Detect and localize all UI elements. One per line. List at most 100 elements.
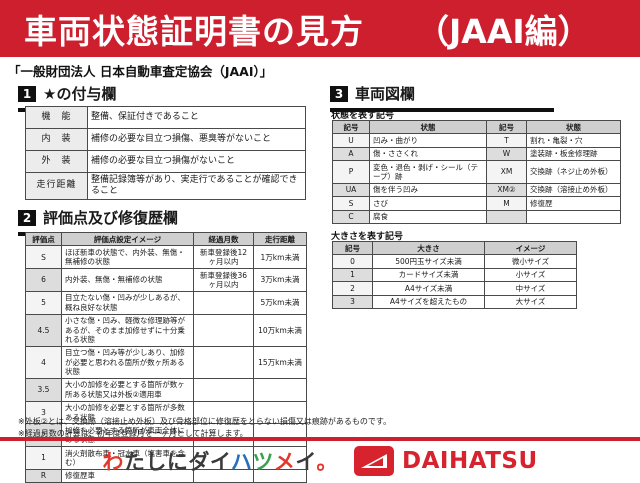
state-symbols-table: 記号 状態 記号 状態 U 凹み・曲がり T 割れ・亀裂・穴 A 傷・ささくれ … xyxy=(332,119,621,225)
size-cell: 500円玉サイズ未満 xyxy=(372,254,485,269)
months-cell: 新車登録後12ヶ月以内 xyxy=(193,245,254,270)
months-cell xyxy=(193,313,254,347)
symbol-cell: A xyxy=(332,146,370,162)
symbol-cell: XM② xyxy=(486,182,527,198)
symbol-cell: 2 xyxy=(332,281,373,296)
section1-title: ★の付与欄 xyxy=(43,85,117,103)
footnote-line: ※経過月数の計算は、初年度登録月を一ヶ月として計算します。 xyxy=(18,428,248,438)
page-title-edition: （JAAI編） xyxy=(416,11,591,51)
section3-number-badge: 3 xyxy=(330,85,348,102)
table-row: 機 能 整備、保証付きであること xyxy=(25,106,306,129)
page-title: 車両状態証明書の見方 xyxy=(24,11,364,51)
table-row: 内 装 補修の必要な目立つ損傷、悪臭等がないこと xyxy=(25,128,306,151)
evaluation-points-table: 評価点 評価点設定イメージ 経過月数 走行距離 S ほぼ新車の状態で、内外装、無… xyxy=(25,231,307,483)
desc-cell: 小さな傷・凹み、軽微な修理跡等があるが、そのまま加修せずに十分乗れる状態 xyxy=(61,313,194,347)
slogan-char: イ xyxy=(295,450,317,474)
desc-cell: 大小の加修を必要とする箇所が数ヶ所ある状態又は外板②適用車 xyxy=(61,377,194,402)
col-header: 経過月数 xyxy=(193,231,254,247)
col-header: 状態 xyxy=(526,119,621,135)
symbol-cell: UA xyxy=(332,182,370,198)
col-header: 記号 xyxy=(486,119,527,135)
slogan-char: メ xyxy=(273,450,296,474)
slogan-char: ハ xyxy=(230,450,253,474)
state-symbols-caption: 状態を表す記号 xyxy=(331,111,395,121)
table-row: 2 A4サイズ未満 中サイズ xyxy=(332,281,577,296)
symbol-cell: XM xyxy=(486,160,527,184)
score-cell: 1 xyxy=(25,446,62,470)
table-row: 走行距離 整備記録簿等があり、実走行であることが確認できること xyxy=(25,172,306,200)
slogan-char: わ xyxy=(102,450,124,474)
size-cell: カードサイズ未満 xyxy=(372,267,485,283)
table-row: 3 大小の加修を必要とする箇所が多数ある状態 xyxy=(25,400,307,425)
table-header-row: 記号 状態 記号 状態 xyxy=(332,119,621,135)
size-cell: A4サイズを超えたもの xyxy=(372,294,485,309)
slogan-char: イ xyxy=(209,450,231,474)
row-desc: 整備、保証付きであること xyxy=(87,106,306,129)
mileage-cell: 10万km未満 xyxy=(253,313,307,347)
image-cell: 大サイズ xyxy=(484,294,577,309)
section1-number-badge: 1 xyxy=(18,85,36,102)
slogan-char: し xyxy=(145,450,167,474)
table-row: S さび M 修復歴 xyxy=(332,196,621,211)
slogan-char: た xyxy=(123,450,146,474)
size-cell: A4サイズ未満 xyxy=(372,281,485,296)
size-symbols-table: 記号 大きさ イメージ 0 500円玉サイズ未満 微小サイズ 1 カードサイズ未… xyxy=(332,240,577,309)
state-cell: 腐食 xyxy=(369,209,487,225)
table-row: U 凹み・曲がり T 割れ・亀裂・穴 xyxy=(332,133,621,148)
row-label: 内 装 xyxy=(25,128,88,151)
daihatsu-slogan: わたしにダイハツメイ。 xyxy=(102,446,338,476)
col-header: 評価点 xyxy=(25,231,62,247)
slogan-char: ダ xyxy=(188,450,210,474)
table-row: 4.5 小さな傷・凹み、軽微な修理跡等があるが、そのまま加修せずに十分乗れる状態… xyxy=(25,313,307,347)
months-cell xyxy=(193,377,254,402)
table-row: 6 内外装、無傷・無補修の状態 新車登録後36ヶ月以内 3万km未満 xyxy=(25,268,307,292)
desc-cell: 内外装、無傷・無補修の状態 xyxy=(61,268,194,292)
score-cell: 3.5 xyxy=(25,377,62,402)
symbol-cell: S xyxy=(332,196,370,211)
symbol-cell: T xyxy=(486,133,527,148)
image-cell: 微小サイズ xyxy=(484,254,577,269)
table-row: P 変色・退色・剥げ・シール（テープ）跡 XM 交換跡（ネジ止め外板） xyxy=(332,160,621,184)
mileage-cell: 5万km未満 xyxy=(253,290,307,315)
col-header: 記号 xyxy=(332,240,373,256)
score-cell: 4 xyxy=(25,345,62,379)
row-label: 外 装 xyxy=(25,150,88,173)
footer: わたしにダイハツメイ。 DAIHATSU xyxy=(0,443,640,479)
row-label: 機 能 xyxy=(25,106,88,129)
col-header: 大きさ xyxy=(372,240,485,256)
section3-title: 車両図欄 xyxy=(355,85,416,103)
red-divider xyxy=(0,437,640,441)
symbol-cell xyxy=(486,209,527,225)
table-row: 外 装 補修の必要な目立つ損傷がないこと xyxy=(25,150,306,173)
row-desc: 補修の必要な目立つ損傷、悪臭等がないこと xyxy=(87,128,306,151)
symbol-cell: W xyxy=(486,146,527,162)
section2-title: 評価点及び修復歴欄 xyxy=(43,209,179,227)
table-row: UA 傷を伴う凹み XM② 交換跡（溶接止め外板） xyxy=(332,182,621,198)
row-desc: 整備記録簿等があり、実走行であることが確認できること xyxy=(87,172,306,200)
state-cell: 凹み・曲がり xyxy=(369,133,487,148)
desc-cell: 目立たない傷・凹みが少しあるが、概ね良好な状態 xyxy=(61,290,194,315)
section2-number-badge: 2 xyxy=(18,209,36,226)
col-header: イメージ xyxy=(484,240,577,256)
months-cell: 新車登録後36ヶ月以内 xyxy=(193,268,254,292)
table-header-row: 記号 大きさ イメージ xyxy=(332,240,577,256)
state-cell: 傷を伴う凹み xyxy=(369,182,487,198)
table-row: 4 目立つ傷・凹み等が少しあり、加修が必要と思われる箇所が数ヶ所ある状態 15万… xyxy=(25,345,307,379)
symbol-cell: U xyxy=(332,133,370,148)
months-cell xyxy=(193,345,254,379)
state-cell: 交換跡（ネジ止め外板） xyxy=(526,160,621,184)
slogan-char: に xyxy=(166,450,189,474)
months-cell xyxy=(193,290,254,315)
daihatsu-mark-icon xyxy=(354,446,395,476)
score-cell: S xyxy=(25,245,62,270)
col-header: 記号 xyxy=(332,119,370,135)
table-row: A 傷・ささくれ W 塗装跡・板金修理跡 xyxy=(332,146,621,162)
state-cell: 割れ・亀裂・穴 xyxy=(526,133,621,148)
image-cell: 小サイズ xyxy=(484,267,577,283)
table-row: 3.5 大小の加修を必要とする箇所が数ヶ所ある状態又は外板②適用車 xyxy=(25,377,307,402)
col-header: 走行距離 xyxy=(253,231,307,247)
slogan-char: 。 xyxy=(316,450,339,474)
symbol-cell: M xyxy=(486,196,527,211)
symbol-cell: C xyxy=(332,209,370,225)
table-row: 0 500円玉サイズ未満 微小サイズ xyxy=(332,254,577,269)
